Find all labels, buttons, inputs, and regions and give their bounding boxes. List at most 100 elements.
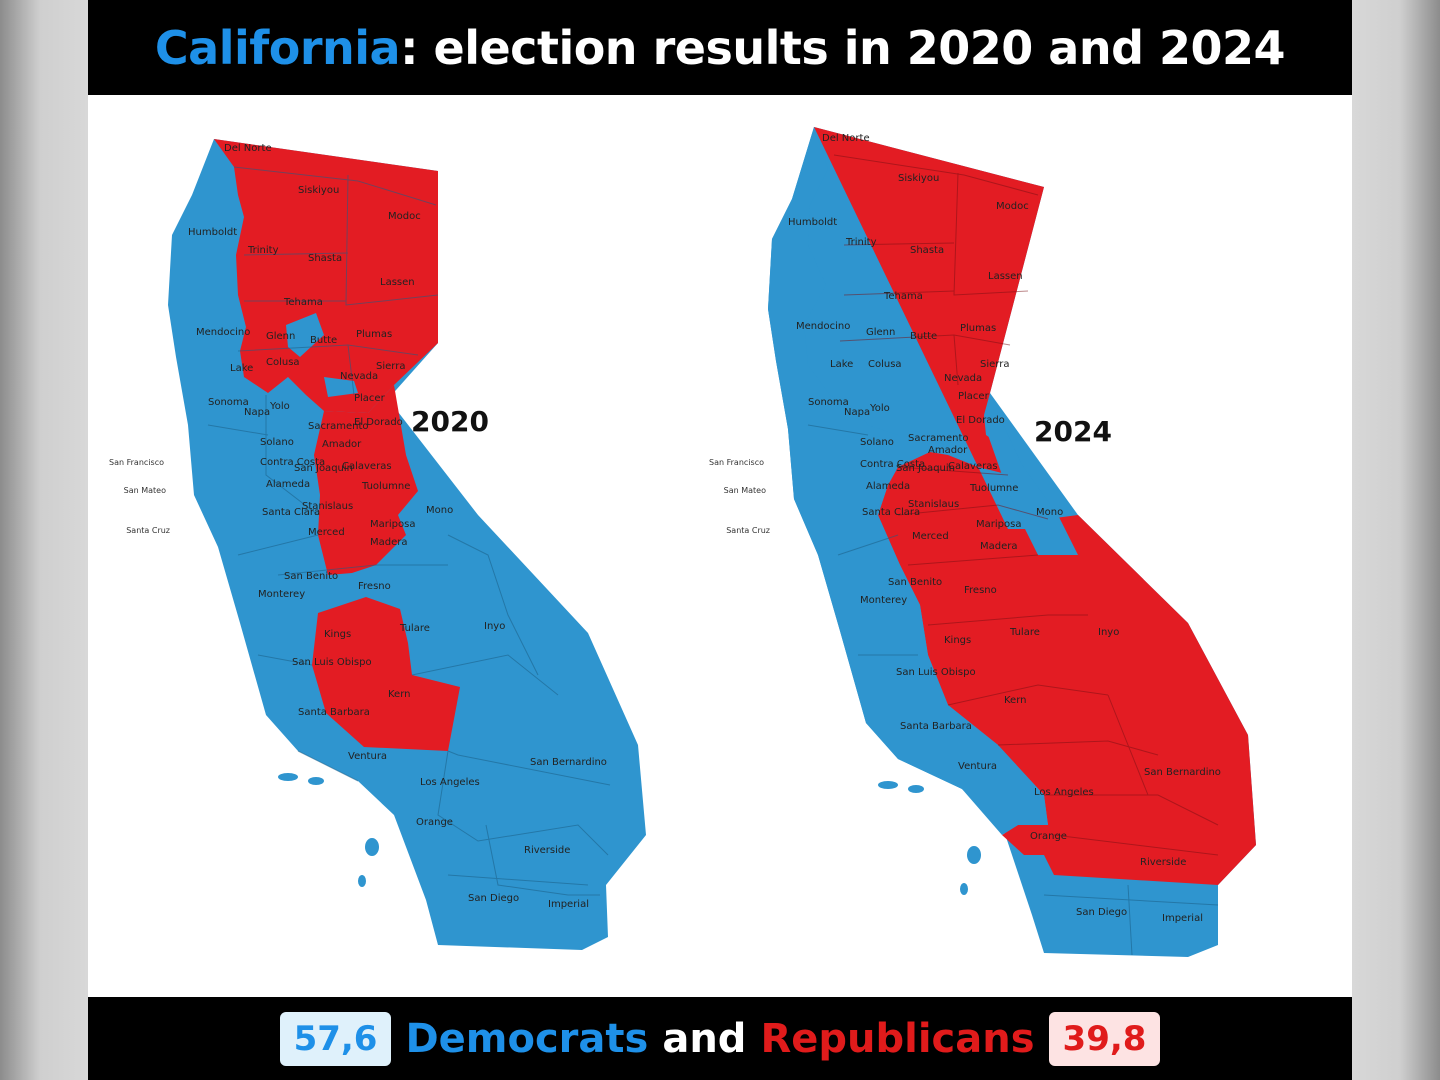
county-label: Humboldt <box>188 227 237 238</box>
county-label: Napa <box>844 407 870 418</box>
county-label: Yolo <box>869 403 890 414</box>
county-label: Del Norte <box>224 143 272 154</box>
county-label: San Bernardino <box>530 757 607 768</box>
county-label: Sacramento <box>908 433 968 444</box>
county-label: Humboldt <box>788 217 837 228</box>
county-label: Del Norte <box>822 133 870 144</box>
county-label: Madera <box>980 541 1018 552</box>
coast-blue-2024 <box>768 127 1048 835</box>
maps-area: Del Norte Siskiyou Modoc Humboldt Trinity Sha… <box>88 95 1352 997</box>
county-label: Stanislaus <box>302 501 353 512</box>
dem-value-badge: 57,6 <box>279 1011 392 1066</box>
county-label: Kings <box>944 635 971 646</box>
county-label: Sonoma <box>808 397 849 408</box>
region-rep-2024 <box>814 127 1256 885</box>
rep-value-badge: 39,8 <box>1048 1011 1161 1066</box>
coastal-label: Santa Cruz <box>126 526 170 535</box>
county-label: Kern <box>388 689 411 700</box>
county-label: Colusa <box>868 359 902 370</box>
map-2020: Del Norte Siskiyou Modoc Humboldt Trinity Sha… <box>109 139 646 950</box>
county-label: Amador <box>928 445 968 456</box>
county-label: Solano <box>260 437 294 448</box>
county-label: Tehama <box>283 297 323 308</box>
blue-pocket-2020 <box>286 313 324 357</box>
county-label: Mariposa <box>976 519 1021 530</box>
county-label: Ventura <box>958 761 997 772</box>
county-labels-2020: Del Norte Siskiyou Modoc Humboldt Trinity Sha… <box>188 143 607 910</box>
county-label: Placer <box>958 391 990 402</box>
coastal-label: San Mateo <box>724 486 766 495</box>
county-label: Napa <box>244 407 270 418</box>
county-label: San Benito <box>888 577 942 588</box>
county-label: Lassen <box>988 271 1023 282</box>
county-label: Nevada <box>944 373 982 384</box>
island-3-2020 <box>365 838 379 856</box>
county-label: El Dorado <box>956 415 1005 426</box>
county-label: El Dorado <box>354 417 403 428</box>
county-label: San Joaquin <box>896 463 955 474</box>
county-label: Lake <box>830 359 853 370</box>
county-label: Plumas <box>960 323 996 334</box>
county-label: Stanislaus <box>908 499 959 510</box>
county-label: Imperial <box>548 899 589 910</box>
county-label: Mendocino <box>196 327 250 338</box>
county-label: San Diego <box>1076 907 1127 918</box>
county-label: Santa Clara <box>262 507 320 518</box>
coastal-label: San Francisco <box>709 458 764 467</box>
county-label: Riverside <box>524 845 570 856</box>
county-label: Santa Barbara <box>900 721 972 732</box>
county-label: Monterey <box>258 589 305 600</box>
county-label: Orange <box>416 817 453 828</box>
county-label: Lake <box>230 363 253 374</box>
mono-blue-2024 <box>988 393 1078 555</box>
county-label: Contra Costa <box>860 459 925 470</box>
coastal-label: San Mateo <box>124 486 166 495</box>
county-label: Calaveras <box>948 461 998 472</box>
county-label: Fresno <box>358 581 391 592</box>
county-label: Butte <box>310 335 337 346</box>
county-label: Inyo <box>484 621 505 632</box>
county-label: Inyo <box>1098 627 1119 638</box>
county-label: Yolo <box>269 401 290 412</box>
county-label: Tehama <box>883 291 923 302</box>
county-label: Mariposa <box>370 519 415 530</box>
county-label: Santa Barbara <box>298 707 370 718</box>
county-label: Kern <box>1004 695 1027 706</box>
results-bar: 57,6 Democrats and Republicans 39,8 <box>88 997 1352 1080</box>
coastal-label: San Francisco <box>109 458 164 467</box>
title-bar: California: election results in 2020 and… <box>88 0 1352 95</box>
county-label: Kings <box>324 629 351 640</box>
title-text: : election results in 2020 and 2024 <box>400 20 1286 75</box>
region-valley-rep-2020 <box>312 597 460 751</box>
county-label: Orange <box>1030 831 1067 842</box>
county-lines-2024 <box>833 154 1219 856</box>
map-2024: Del Norte Siskiyou Modoc Humboldt Trinity Sha… <box>709 127 1256 957</box>
county-label: Imperial <box>1162 913 1203 924</box>
coastal-label: Santa Cruz <box>726 526 770 535</box>
county-label: Fresno <box>964 585 997 596</box>
blue-pocket2-2020 <box>324 377 358 397</box>
county-label: Siskiyou <box>898 173 939 184</box>
county-label: Siskiyou <box>298 185 339 196</box>
county-label: Butte <box>910 331 937 342</box>
county-label: San Benito <box>284 571 338 582</box>
county-label: Placer <box>354 393 386 404</box>
county-label: Modoc <box>388 211 421 222</box>
county-label: Riverside <box>1140 857 1186 868</box>
county-label: Nevada <box>340 371 378 382</box>
rep-label: Republicans <box>760 1015 1035 1062</box>
county-labels-2024: Del Norte Siskiyou Modoc Humboldt Trinity Sha… <box>788 133 1221 924</box>
county-label: Plumas <box>356 329 392 340</box>
county-label: Alameda <box>866 481 910 492</box>
county-label: San Bernardino <box>1144 767 1221 778</box>
county-label: Glenn <box>866 327 895 338</box>
region-north-rep-2020 <box>214 139 438 413</box>
county-label: Calaveras <box>342 461 392 472</box>
county-label: Tuolumne <box>969 483 1018 494</box>
year-label-2020: 2020 <box>411 405 489 438</box>
county-label: Los Angeles <box>1034 787 1094 798</box>
county-label: San Luis Obispo <box>896 667 976 678</box>
county-label: Tulare <box>1009 627 1040 638</box>
island-4-2020 <box>358 875 366 887</box>
county-label: Trinity <box>845 237 877 248</box>
